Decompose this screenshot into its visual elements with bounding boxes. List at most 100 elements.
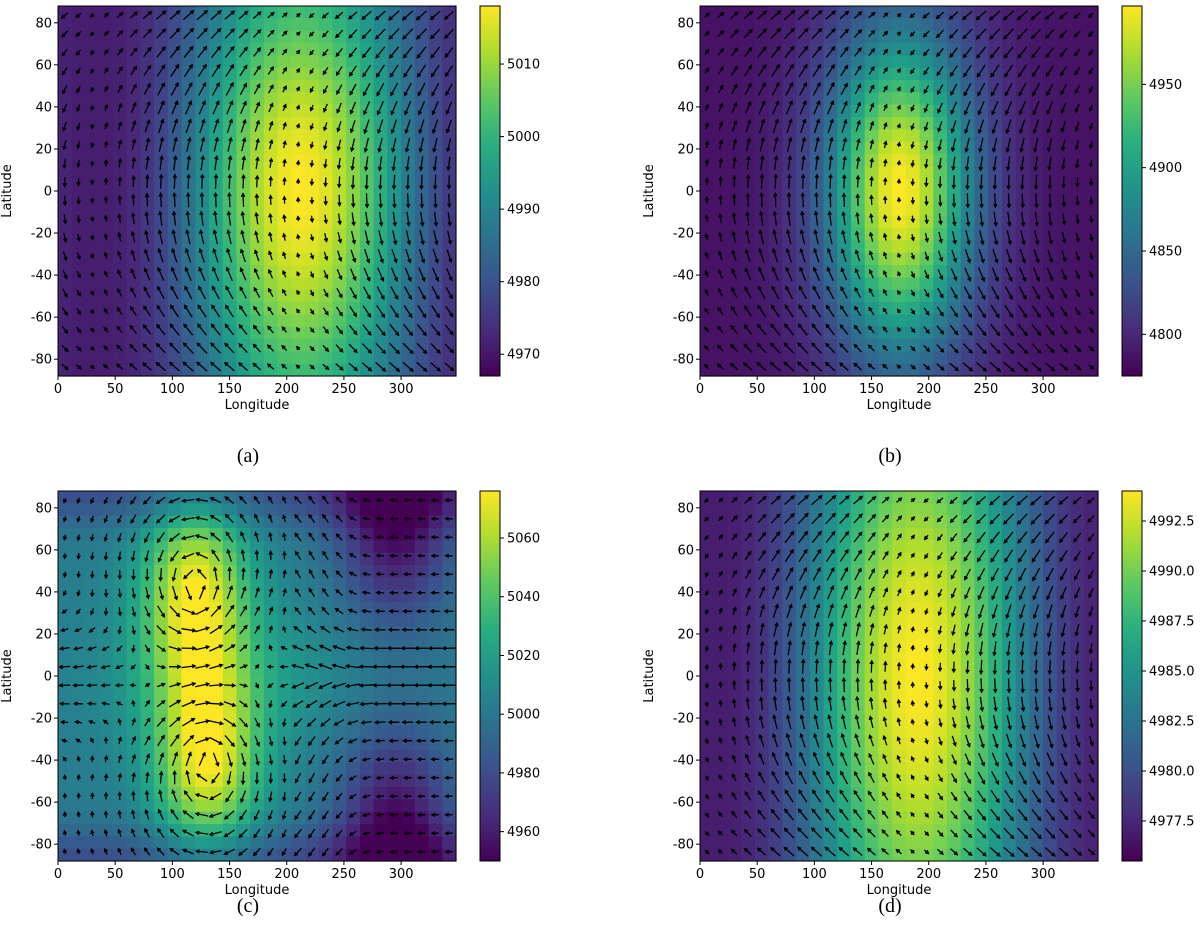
heatmap-cell	[223, 516, 237, 529]
heatmap-cell	[154, 664, 168, 677]
heatmap-cell	[168, 824, 182, 837]
heatmap-cell	[442, 614, 456, 627]
heatmap-cell	[85, 314, 99, 327]
heatmap-cell	[851, 302, 865, 315]
heatmap-cell	[236, 339, 250, 352]
heatmap-cell	[291, 787, 305, 800]
heatmap-cell	[837, 327, 851, 340]
heatmap-cell	[837, 314, 851, 327]
heatmap-cell	[415, 516, 429, 529]
heatmap-cell	[837, 6, 851, 19]
heatmap-cell	[401, 738, 415, 751]
heatmap-cell	[865, 55, 879, 68]
y-tick-label: 0	[44, 185, 52, 200]
heatmap-cell	[810, 787, 824, 800]
heatmap-cell	[796, 787, 810, 800]
heatmap-cell	[906, 290, 920, 303]
heatmap-cell	[168, 43, 182, 56]
heatmap-cell	[892, 277, 906, 290]
heatmap-cell	[906, 565, 920, 578]
heatmap-cell	[933, 92, 947, 105]
heatmap-cell	[85, 166, 99, 179]
heatmap-cell	[714, 824, 728, 837]
heatmap-cell	[113, 762, 127, 775]
heatmap-cell	[1043, 92, 1057, 105]
heatmap-cell	[264, 314, 278, 327]
heatmap-cell	[154, 639, 168, 652]
heatmap-cell	[837, 18, 851, 31]
heatmap-cell	[168, 688, 182, 701]
heatmap-cell	[140, 351, 154, 364]
heatmap-cell	[714, 565, 728, 578]
heatmap-cell	[906, 577, 920, 590]
heatmap-cell	[401, 528, 415, 541]
heatmap-cell	[878, 351, 892, 364]
heatmap-cell	[906, 55, 920, 68]
heatmap-cell	[741, 80, 755, 93]
heatmap-cell	[755, 80, 769, 93]
heatmap-cell	[236, 516, 250, 529]
heatmap-cell	[878, 43, 892, 56]
heatmap-cell	[741, 302, 755, 315]
heatmap-cell	[401, 327, 415, 340]
heatmap-cell	[961, 314, 975, 327]
heatmap-cell	[58, 750, 72, 763]
heatmap-cell	[99, 540, 113, 553]
heatmap-cell	[305, 240, 319, 253]
x-tick-label: 0	[54, 382, 62, 397]
heatmap-cell	[415, 651, 429, 664]
heatmap-cell	[878, 240, 892, 253]
heatmap-cell	[291, 750, 305, 763]
heatmap-cell	[374, 528, 388, 541]
heatmap-cell	[810, 129, 824, 142]
heatmap-cell	[85, 836, 99, 849]
x-tick-label: 300	[1031, 382, 1056, 397]
heatmap-cell	[209, 540, 223, 553]
heatmap-cell	[374, 565, 388, 578]
heatmap-cell	[346, 43, 360, 56]
heatmap-cell	[700, 738, 714, 751]
heatmap-cell	[920, 364, 934, 377]
heatmap-cell	[1029, 327, 1043, 340]
heatmap-cell	[387, 577, 401, 590]
heatmap-cell	[319, 602, 333, 615]
heatmap-cell	[58, 799, 72, 812]
heatmap-cell	[154, 688, 168, 701]
heatmap-cell	[796, 253, 810, 266]
heatmap-cell	[782, 762, 796, 775]
colorbar-gradient	[480, 6, 500, 376]
y-tick-label: -20	[673, 227, 694, 242]
heatmap-cell	[360, 55, 374, 68]
heatmap-cell	[442, 713, 456, 726]
heatmap-cell	[72, 701, 86, 714]
heatmap-cell	[824, 277, 838, 290]
heatmap-cell	[264, 516, 278, 529]
heatmap-cell	[195, 836, 209, 849]
heatmap-cell	[415, 849, 429, 862]
heatmap-cell	[195, 540, 209, 553]
heatmap-cell	[319, 351, 333, 364]
heatmap-cell	[442, 787, 456, 800]
heatmap-cell	[332, 590, 346, 603]
heatmap-cell	[892, 203, 906, 216]
heatmap-cell	[700, 540, 714, 553]
heatmap-cell	[140, 688, 154, 701]
heatmap-cell	[961, 18, 975, 31]
heatmap-cell	[851, 339, 865, 352]
heatmap-cell	[1002, 302, 1016, 315]
heatmap-cell	[305, 762, 319, 775]
heatmap-cell	[974, 80, 988, 93]
heatmap-cell	[769, 565, 783, 578]
heatmap-cell	[127, 614, 141, 627]
heatmap-cell	[933, 6, 947, 19]
heatmap-cell	[346, 787, 360, 800]
heatmap-cell	[755, 824, 769, 837]
heatmap-cell	[374, 775, 388, 788]
heatmap-cell	[250, 639, 264, 652]
heatmap-cell	[782, 812, 796, 825]
heatmap-cell	[346, 253, 360, 266]
y-tick-label: -20	[31, 712, 52, 727]
heatmap-cell	[755, 528, 769, 541]
heatmap-cell	[415, 688, 429, 701]
